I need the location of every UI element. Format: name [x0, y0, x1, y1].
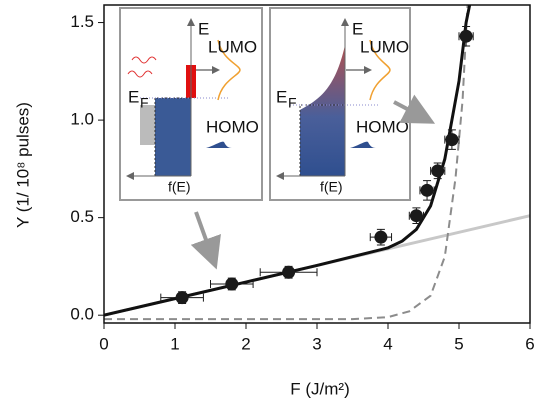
point — [225, 277, 239, 291]
x-tick-label: 5 — [454, 334, 463, 353]
y-tick-label: 0.5 — [70, 207, 94, 226]
inset-label: E — [276, 87, 287, 106]
y-tick-label: 1.5 — [70, 12, 94, 31]
plot-frame — [103, 4, 531, 324]
inset-label: F — [288, 95, 297, 111]
inset-label: E — [352, 19, 363, 38]
y-axis-label: Y (1/ 10⁸ pulses) — [13, 102, 32, 228]
y-tick-label: 1.0 — [70, 110, 94, 129]
inset-label: E — [198, 19, 209, 38]
x-tick-label: 6 — [525, 334, 534, 353]
x-tick-label: 3 — [312, 334, 321, 353]
pointer-arrow — [190, 211, 221, 270]
inset-label: F — [140, 95, 149, 111]
inset-label: HOMO — [356, 117, 409, 136]
y-tick-label: 0.0 — [70, 305, 94, 324]
inset-label: E — [128, 87, 139, 106]
point — [282, 265, 296, 279]
point — [459, 29, 473, 43]
point — [409, 209, 423, 223]
x-tick-label: 2 — [241, 334, 250, 353]
inset-label: LUMO — [360, 37, 409, 56]
x-tick-label: 4 — [383, 334, 392, 353]
pointer-arrow — [393, 94, 436, 124]
point — [420, 183, 434, 197]
inset-label: f(E) — [168, 179, 191, 195]
x-tick-label: 1 — [170, 334, 179, 353]
inset-2: E LUMO HOMO E F f(E) — [269, 7, 411, 201]
point — [431, 164, 445, 178]
inset-label: HOMO — [206, 117, 259, 136]
inset-1: E LUMO HOMO E F f(E) — [119, 7, 263, 201]
inset-label: LUMO — [208, 37, 257, 56]
x-tick-label: 0 — [99, 334, 108, 353]
fit-line — [104, 5, 469, 321]
point — [374, 230, 388, 244]
point — [175, 291, 189, 305]
inset-label: f(E) — [320, 179, 343, 195]
x-axis-label: F (J/m²) — [290, 379, 349, 398]
point — [445, 133, 459, 147]
